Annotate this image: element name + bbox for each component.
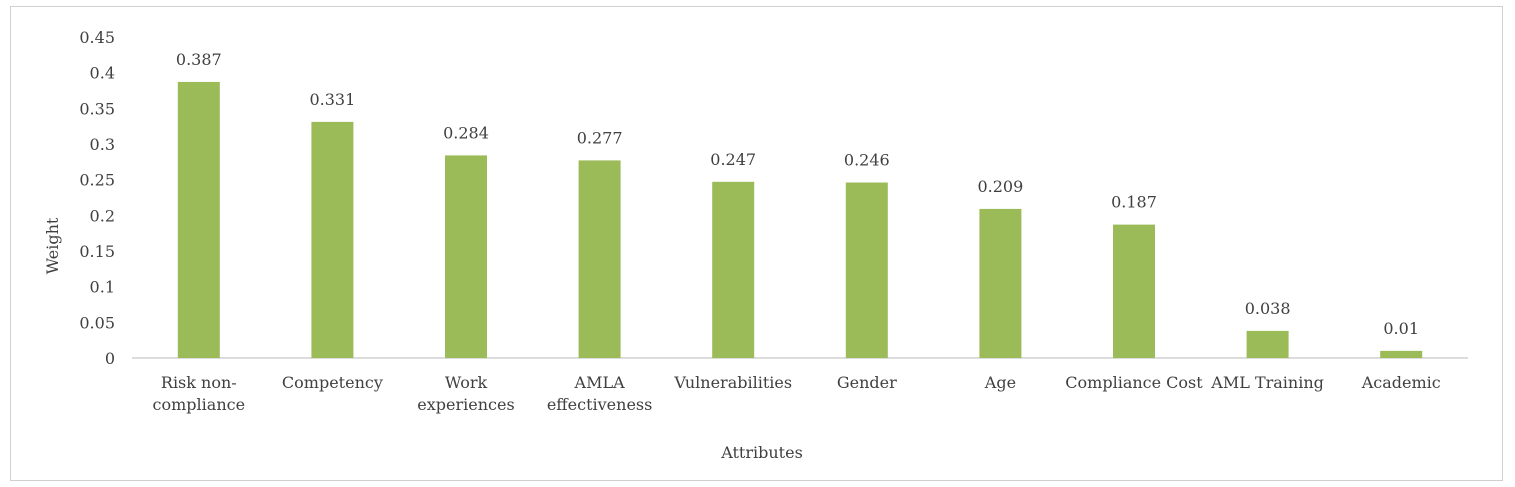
bar [1246,330,1289,358]
y-axis-ticks: 0 0.05 0.1 0.15 0.2 0.25 0.3 0.35 0.4 0.45 [79,28,115,368]
y-tick-label: 0.3 [90,135,115,154]
x-tick-label: Risk non-compliance [153,373,246,414]
category-labels: Risk non-compliance Competency Work experie… [153,373,1441,414]
y-tick-label: 0.15 [79,242,115,261]
data-label: 0.038 [1245,299,1291,318]
bar [578,160,621,358]
y-tick-label: 0.4 [90,64,115,83]
x-tick-label: Competency [282,373,383,392]
data-label: 0.209 [977,177,1023,196]
x-tick-label: Age [984,373,1016,392]
bar [979,208,1022,358]
data-label: 0.246 [844,151,890,170]
y-tick-label: 0 [105,349,115,368]
data-label: 0.187 [1111,193,1157,212]
x-tick-label: Vulnerabilities [673,373,792,392]
data-labels: 0.387 0.331 0.284 0.277 0.247 0.246 0.209 0.187… [176,50,1419,338]
data-label: 0.331 [309,90,355,109]
x-tick-label: Academic [1361,373,1441,392]
bar [1380,350,1423,358]
data-label: 0.387 [176,50,222,69]
bar [311,121,354,359]
y-tick-label: 0.25 [79,171,115,190]
x-tick-label: Compliance Cost [1065,373,1203,392]
y-tick-label: 0.05 [79,313,115,332]
data-label: 0.284 [443,123,489,142]
bar [712,181,755,358]
bar [1113,224,1155,358]
chart-frame [10,6,1503,481]
y-tick-label: 0.2 [90,206,115,225]
bar [177,81,220,358]
y-axis-title: Weight [43,217,62,274]
y-tick-label: 0.1 [90,278,115,297]
bars [177,81,1423,359]
x-tick-label: Gender [837,373,897,392]
x-tick-label: Work experiences [417,373,514,414]
bar [845,182,888,358]
y-tick-label: 0.45 [79,28,115,47]
data-label: 0.01 [1383,319,1419,338]
x-tick-label: AML Training [1210,373,1324,392]
x-axis-title: Attributes [720,443,803,462]
data-label: 0.247 [710,150,756,169]
y-tick-label: 0.35 [79,99,115,118]
x-tick-label: AMLA effectiveness [547,373,653,414]
bar [445,155,487,358]
data-label: 0.277 [577,128,623,147]
